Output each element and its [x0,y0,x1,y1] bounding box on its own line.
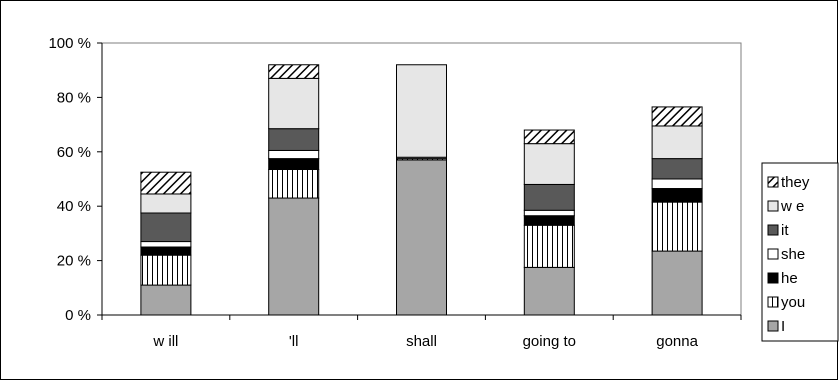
bar-segment [396,64,447,158]
bar-segment [140,241,192,248]
bar-segment [268,149,320,160]
legend-swatch [767,272,779,284]
bar-segment [268,128,320,151]
legend-label: I [781,318,785,335]
y-tick-label: 100 % [48,35,91,52]
bar-segment [140,212,192,243]
bar-segment [523,224,575,268]
bar-segment [268,158,320,170]
bar-segment [268,168,320,199]
axes: 0 % 20 % 40 % 60 % 80 % 100 % w ill 'll shall goi… [48,35,742,350]
legend-label: you [781,294,805,311]
bar-segment [140,246,192,256]
x-tick-label: gonna [656,333,698,350]
bar-segment [651,250,703,316]
bar-segment [268,64,320,79]
x-tick-label: going to [523,333,576,350]
bar-segment [651,178,703,190]
bar-segment [523,266,575,316]
bar-segment [140,193,192,214]
bar-segment [140,284,192,316]
legend: they w e it she he you I [767,174,810,335]
x-tick-label: 'll [289,333,299,350]
y-tick-label: 40 % [57,198,91,215]
legend-label: they [781,174,810,191]
bar-segment [140,171,192,195]
bars [140,64,703,316]
legend-swatch [767,296,779,308]
bar-segment [268,197,320,316]
x-tick-label: shall [406,333,437,350]
legend-label: she [781,246,805,263]
legend-swatch [767,176,779,188]
y-tick-label: 80 % [57,89,91,106]
legend-swatch [767,224,779,236]
y-tick-label: 60 % [57,144,91,161]
bar-segment [523,183,575,211]
y-tick-label: 0 % [65,307,91,324]
legend-swatch [767,200,779,212]
legend-swatch [767,248,779,260]
legend-swatch [767,320,779,332]
bar-segment [523,209,575,217]
bar-segment [523,143,575,185]
bar-segment [268,77,320,130]
bar-segment [651,125,703,160]
bar-segment [651,106,703,127]
bar-segment [396,159,447,316]
bar-segment [523,215,575,226]
legend-label: he [781,270,798,287]
bar-segment [140,254,192,286]
bar-segment [523,129,575,145]
bar-segment [651,188,703,203]
bar-segment [651,201,703,252]
bar-segment [651,158,703,180]
x-tick-label: w ill [152,333,178,350]
legend-label: w e [780,198,804,215]
y-tick-label: 20 % [57,253,91,270]
legend-label: it [781,222,789,239]
